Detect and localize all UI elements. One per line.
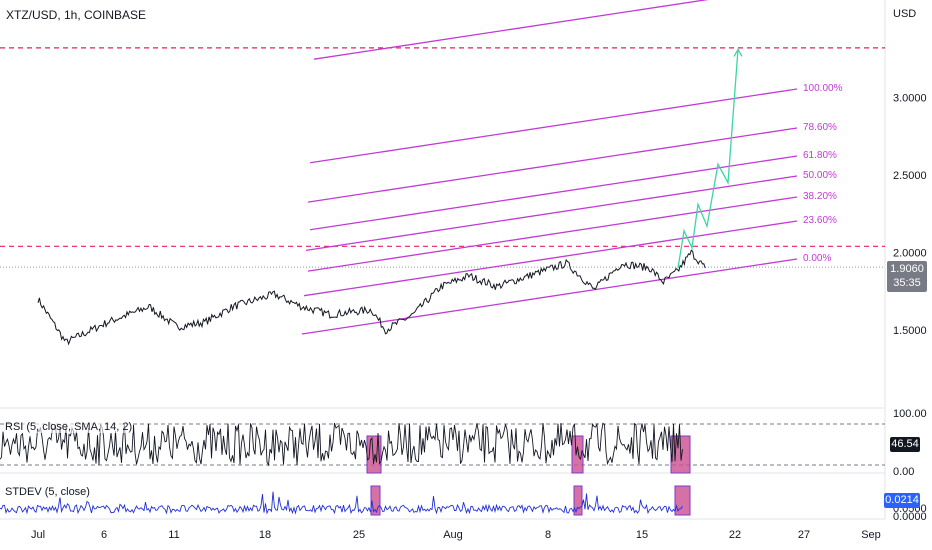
y-tick-label: 3.0000 xyxy=(893,93,927,105)
fib-level-label: 61.80% xyxy=(803,150,837,161)
rsi-indicator-label[interactable]: RSI (5, close, SMA, 14, 2) xyxy=(4,421,134,433)
x-tick-label: 25 xyxy=(353,529,365,541)
x-tick-label: 22 xyxy=(729,529,741,541)
stdev-highlight-box xyxy=(370,485,381,516)
last-price-badge: 1.9060 35:35 xyxy=(887,261,927,292)
x-tick-label: Sep xyxy=(861,529,881,541)
x-tick-label: 11 xyxy=(168,529,179,541)
x-tick-label: Jul xyxy=(31,529,45,541)
rsi-highlight-box xyxy=(571,435,584,474)
stdev-series-line xyxy=(0,491,683,515)
stdev-highlight-box xyxy=(573,485,583,516)
fib-channel-line xyxy=(313,0,709,60)
fib-level-label: 50.00% xyxy=(803,170,837,181)
x-tick-label: 6 xyxy=(101,529,107,541)
fib-channel-line xyxy=(309,155,798,231)
fib-channel-line xyxy=(303,220,798,297)
x-tick-label: 15 xyxy=(636,529,648,541)
y-tick-label: 2.0000 xyxy=(893,248,927,260)
fib-level-label: 23.60% xyxy=(803,215,837,226)
fib-channel-line xyxy=(307,127,798,203)
stdev-tick-label: 0.0000 xyxy=(893,511,927,523)
x-tick-label: 8 xyxy=(545,529,551,541)
bar-countdown: 35:35 xyxy=(893,277,921,289)
fib-level-label: 38.20% xyxy=(803,191,837,202)
fib-channel-line xyxy=(305,175,798,252)
y-tick-label: 2.5000 xyxy=(893,170,927,182)
fib-channel-line xyxy=(301,258,798,335)
projection-path xyxy=(677,49,739,269)
fib-level-label: 0.00% xyxy=(803,253,831,264)
stdev-highlight-box xyxy=(674,485,691,516)
rsi-tick-label: 100.00 xyxy=(893,408,927,420)
fib-channel-line xyxy=(309,88,798,164)
last-price-value: 1.9060 xyxy=(890,263,924,275)
projection-arrowhead xyxy=(733,48,743,57)
stdev-value-badge: 0.0214 xyxy=(884,493,920,508)
stdev-indicator-label[interactable]: STDEV (5, close) xyxy=(4,486,91,498)
fib-level-label: 78.60% xyxy=(803,122,837,133)
fib-level-label: 100.00% xyxy=(803,83,843,94)
fib-channel-line xyxy=(307,196,798,272)
rsi-value-badge: 46.54 xyxy=(890,437,920,452)
currency-label: USD xyxy=(893,8,917,20)
x-tick-label: 18 xyxy=(259,529,271,541)
y-tick-label: 1.5000 xyxy=(893,325,927,337)
symbol-title: XTZ/USD, 1h, COINBASE xyxy=(6,8,147,22)
rsi-tick-label: 0.00 xyxy=(893,466,914,478)
x-tick-label: Aug xyxy=(443,529,463,541)
x-tick-label: 27 xyxy=(798,529,810,541)
rsi-series-line xyxy=(0,422,683,467)
price-series-line xyxy=(37,249,706,346)
